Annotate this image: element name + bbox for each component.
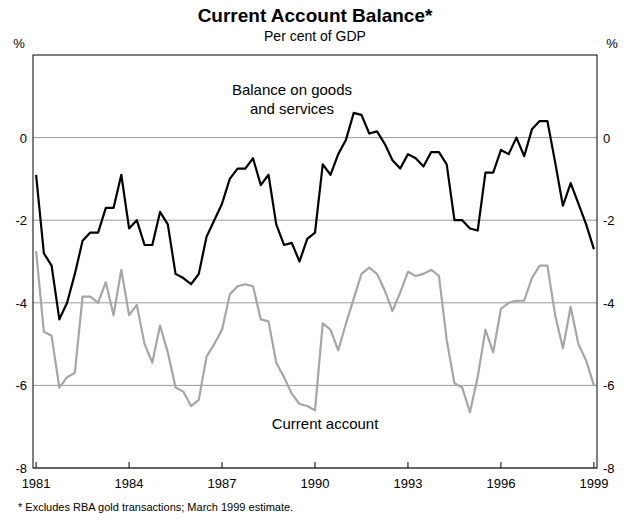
x-tick-label: 1981	[22, 476, 51, 491]
series-label: Current account	[272, 415, 380, 432]
x-tick	[36, 462, 37, 468]
y-tick-label: 0	[20, 131, 27, 146]
y-tick-label-right: -2	[603, 213, 615, 228]
x-tick-label: 1987	[208, 476, 237, 491]
x-tick-label: 1990	[301, 476, 330, 491]
grid-line	[33, 137, 597, 138]
chart-root: Current Account Balance* Per cent of GDP%…	[0, 0, 630, 525]
footnote: * Excludes RBA gold transactions; March …	[18, 501, 293, 513]
unit-label-right: %	[606, 36, 618, 51]
plot-frame	[33, 55, 597, 468]
x-tick	[407, 462, 408, 468]
plot-area	[36, 113, 594, 412]
x-tick-label: 1984	[115, 476, 144, 491]
grid-line	[33, 385, 597, 386]
x-tick	[500, 462, 501, 468]
series-line	[36, 251, 594, 412]
x-tick	[593, 462, 594, 468]
x-tick	[222, 462, 223, 468]
y-tick-label: -6	[15, 378, 27, 393]
x-tick-label: 1996	[486, 476, 515, 491]
y-tick-label-right: -8	[603, 461, 615, 476]
y-tick-label-right: -4	[603, 296, 615, 311]
y-tick-label: -8	[15, 461, 27, 476]
x-tick	[129, 462, 130, 468]
x-tick-label: 1999	[579, 476, 608, 491]
series-line	[36, 113, 594, 320]
subtitle: Per cent of GDP	[264, 28, 366, 44]
x-tick-label: 1993	[394, 476, 423, 491]
unit-label-left: %	[13, 36, 25, 51]
y-tick-label-right: 0	[603, 131, 610, 146]
x-tick	[315, 462, 316, 468]
grid-line	[33, 220, 597, 221]
title: Current Account Balance*	[198, 5, 433, 26]
series-label: Balance on goodsand services	[232, 81, 352, 117]
y-tick-label: -4	[15, 296, 27, 311]
y-tick-label: -2	[15, 213, 27, 228]
y-tick-label-right: -6	[603, 378, 615, 393]
